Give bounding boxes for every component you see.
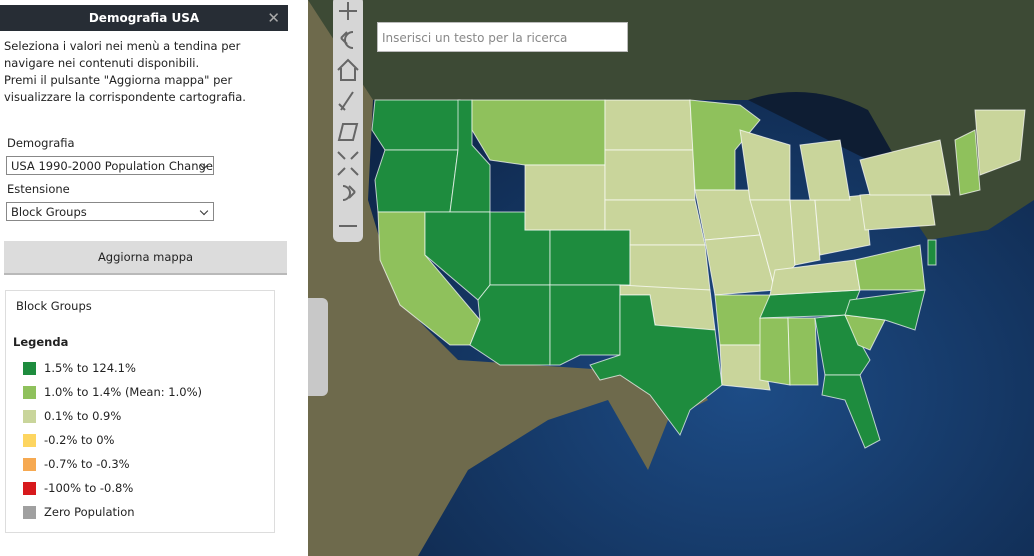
state[interactable] [974, 109, 1026, 176]
state[interactable] [719, 344, 771, 391]
legend-swatch [23, 506, 36, 519]
legend-label: 1.0% to 1.4% (Mean: 1.0%) [44, 385, 202, 399]
legend-label: -0.7% to -0.3% [44, 457, 130, 471]
legend-label: -100% to -0.8% [44, 481, 134, 495]
state[interactable] [799, 139, 851, 201]
state[interactable] [859, 189, 936, 231]
legend-swatch [23, 458, 36, 471]
intro-text: Seleziona i valori nei menù a tendina pe… [4, 39, 241, 70]
search-box[interactable]: Inserisci un testo per la ricerca [377, 22, 628, 52]
legend-swatch [23, 434, 36, 447]
dropdown[interactable]: Block Groups [6, 202, 214, 221]
state[interactable] [629, 244, 711, 291]
state[interactable] [927, 239, 937, 266]
state[interactable] [854, 244, 926, 291]
legend-item: 1.5% to 124.1% [23, 361, 136, 375]
forward[interactable] [342, 185, 356, 201]
state[interactable] [549, 229, 631, 286]
side-panel: Demografia USA ✕ Seleziona i valori nei m… [0, 0, 308, 556]
legend-item: -100% to -0.8% [23, 481, 133, 495]
draw[interactable] [337, 123, 359, 141]
legend-label: Zero Population [44, 505, 135, 519]
state[interactable] [814, 314, 871, 376]
state[interactable] [549, 284, 621, 366]
legend-label: 1.5% to 124.1% [44, 361, 136, 375]
legend-label: -0.2% to 0% [44, 433, 115, 447]
field-label: Demografia [7, 136, 75, 150]
legend-item: 0.1% to 0.9% [23, 409, 121, 423]
land [308, 0, 708, 556]
map[interactable] [308, 0, 1034, 556]
layer-name: Block Groups [16, 299, 92, 313]
map-toolbar [333, 0, 363, 242]
state[interactable] [604, 149, 696, 201]
legend-swatch [23, 410, 36, 423]
clear[interactable] [338, 91, 354, 111]
state[interactable] [371, 99, 461, 151]
update-button[interactable]: Aggiorna mappa [4, 241, 287, 275]
legend-item: -0.7% to -0.3% [23, 457, 130, 471]
field-label: Estensione [7, 182, 70, 196]
zoom-in[interactable] [339, 2, 357, 20]
dropdown[interactable]: USA 1990-2000 Population Change [6, 156, 214, 175]
state[interactable] [759, 317, 791, 386]
state[interactable] [604, 99, 694, 151]
state[interactable] [844, 289, 926, 331]
state[interactable] [787, 317, 819, 386]
intro: Seleziona i valori nei menù a tendina pe… [4, 38, 289, 106]
state[interactable] [374, 149, 459, 213]
canada [308, 0, 1034, 240]
panel-header: Demografia USA ✕ [0, 5, 288, 31]
legend: Block Groups Legenda 1.5% to 124.1% 1.0% … [5, 290, 275, 533]
extent[interactable] [337, 151, 359, 176]
panel-title: Demografia USA [88, 11, 200, 25]
toolbar-bg [333, 0, 363, 242]
legend-item: -0.2% to 0% [23, 433, 114, 447]
intro-text: Premi il pulsante "Aggiorna mappa" per v… [4, 73, 246, 104]
legend-swatch [23, 482, 36, 495]
state[interactable] [954, 129, 981, 196]
state[interactable] [471, 99, 606, 166]
state[interactable] [821, 374, 881, 449]
state[interactable] [589, 294, 723, 437]
legend-item: Zero Population [23, 505, 135, 519]
scroll-handle[interactable] [308, 298, 328, 396]
state[interactable] [789, 199, 821, 266]
close-button[interactable]: ✕ [267, 9, 280, 27]
legend-label: 0.1% to 0.9% [44, 409, 122, 423]
state[interactable] [469, 284, 551, 366]
state[interactable] [524, 164, 606, 231]
legend-item: 1.0% to 1.4% (Mean: 1.0%) [23, 385, 202, 399]
legend-swatch [23, 362, 36, 375]
legend-title: Legenda [13, 335, 69, 349]
state[interactable] [859, 139, 951, 196]
legend-swatch [23, 386, 36, 399]
home[interactable] [337, 58, 359, 81]
back[interactable] [340, 31, 354, 49]
